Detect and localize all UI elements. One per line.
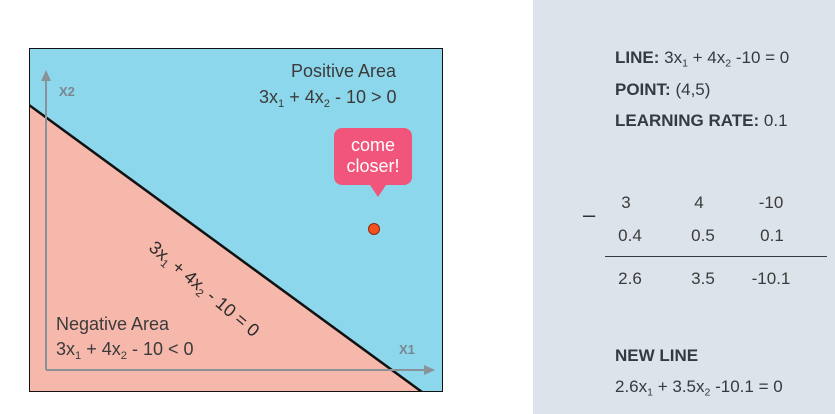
speech-bubble-line-1: come	[350, 135, 395, 155]
line-equation: LINE: 3x1 + 4x2 -10 = 0	[615, 48, 790, 70]
negative-area-title: Negative Area	[56, 314, 170, 334]
negative-area-equation: 3x1 + 4x2 - 10 < 0	[56, 339, 194, 362]
minus-operator: –	[583, 202, 596, 227]
calc-result-cell: 2.6	[618, 269, 642, 288]
calc-row1-cell: -10	[758, 193, 784, 212]
diagram-canvas	[29, 48, 443, 392]
new-line-label: NEW LINE	[615, 346, 699, 365]
calc-divider	[605, 256, 827, 257]
speech-bubble-line-2: closer!	[346, 156, 400, 176]
speech-bubble-tail	[370, 185, 386, 197]
positive-area-equation: 3x1 + 4x2 - 10 > 0	[259, 87, 397, 110]
point-info: POINT: (4,5)	[615, 80, 711, 99]
x-axis-arrow-icon	[424, 365, 435, 375]
positive-area-title: Positive Area	[291, 61, 397, 81]
calc-row2-cell: 0.1	[760, 226, 784, 245]
point-marker	[368, 223, 380, 235]
y-axis-label: X2	[59, 84, 75, 99]
y-axis-arrow-icon	[41, 70, 51, 81]
new-line-equation: 2.6x1 + 3.5x2 -10.1 = 0	[615, 377, 783, 399]
boundary-line	[29, 103, 423, 392]
calc-row2-cell: 0.5	[691, 226, 715, 245]
calc-row1-cell: 4	[694, 193, 704, 212]
calc-result-cell: 3.5	[691, 269, 715, 288]
perceptron-diagram: X2 X1 Positive Area 3x1 + 4x2 - 10 > 0 N…	[29, 48, 443, 392]
calc-row1-cell: 3	[621, 193, 631, 212]
learning-rate-info: LEARNING RATE: 0.1	[615, 111, 788, 130]
info-panel: LINE: 3x1 + 4x2 -10 = 0 POINT: (4,5) LEA…	[533, 0, 835, 414]
x-axis-label: X1	[399, 342, 415, 357]
calc-row2-cell: 0.4	[618, 226, 642, 245]
speech-bubble: come closer!	[334, 128, 412, 185]
calc-result-cell: -10.1	[751, 269, 791, 288]
